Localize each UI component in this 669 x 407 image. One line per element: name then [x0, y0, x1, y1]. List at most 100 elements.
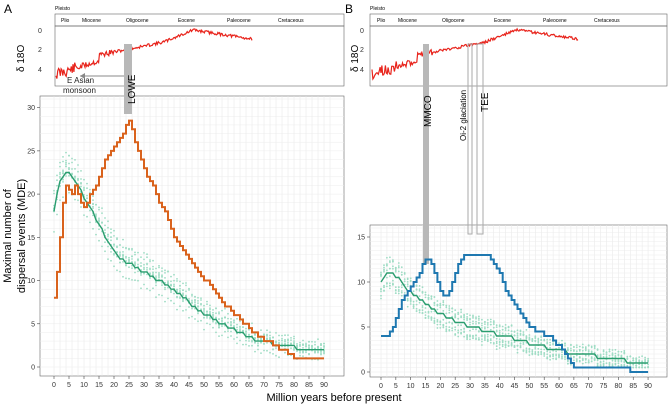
null-replicate-point [146, 262, 148, 265]
null-replicate-point [191, 301, 193, 303]
null-replicate-point [433, 322, 436, 324]
null-replicate-point [439, 327, 442, 329]
null-replicate-point [266, 335, 268, 337]
null-replicate-point [492, 336, 495, 339]
null-replicate-point [218, 335, 220, 337]
null-replicate-point [218, 324, 220, 327]
null-replicate-point [552, 357, 554, 360]
null-replicate-point [143, 263, 145, 266]
null-replicate-point [587, 349, 590, 351]
null-replicate-point [433, 310, 436, 313]
null-replicate-point [74, 177, 76, 179]
null-replicate-point [513, 341, 516, 344]
null-replicate-point [608, 354, 611, 357]
null-replicate-point [442, 300, 445, 302]
null-replicate-point [149, 289, 151, 292]
null-replicate-point [510, 343, 513, 345]
null-replicate-point [424, 314, 427, 316]
null-replicate-point [113, 245, 115, 247]
null-replicate-point [430, 319, 433, 321]
null-replicate-point [209, 307, 211, 310]
null-replicate-point [546, 357, 549, 360]
null-replicate-point [161, 284, 163, 286]
null-replicate-point [498, 324, 501, 327]
null-replicate-point [95, 233, 97, 236]
null-replicate-point [80, 185, 82, 188]
null-replicate-point [635, 357, 638, 360]
null-replicate-point [498, 325, 501, 328]
null-replicate-point [383, 289, 385, 292]
null-replicate-point [254, 333, 256, 336]
null-replicate-point [412, 303, 415, 306]
null-replicate-point [107, 233, 109, 236]
null-replicate-point [308, 344, 310, 347]
null-replicate-point [418, 309, 421, 312]
x-tick-label-a: 10 [80, 382, 88, 389]
null-replicate-point [469, 338, 471, 341]
null-replicate-point [110, 236, 112, 239]
null-replicate-point [320, 350, 322, 353]
axes-a: 0 5 10 15 20 25 30 35 40 45 50 55 60 65 70 75 80 85 90 0 5 10… [27, 105, 328, 389]
null-replicate-point [107, 235, 109, 238]
null-replicate-point [549, 341, 551, 344]
null-replicate-point [567, 347, 569, 349]
null-replicate-point [522, 334, 525, 337]
null-replicate-point [104, 224, 106, 227]
null-replicate-point [269, 351, 271, 354]
null-replicate-point [504, 327, 507, 330]
null-replicate-point [611, 352, 614, 355]
null-replicate-point [427, 317, 430, 319]
null-replicate-point [266, 338, 268, 340]
y-tick-label-b: 15 [357, 235, 365, 242]
null-replicate-point [460, 331, 462, 334]
null-replicate-point [161, 275, 163, 278]
null-replicate-point [65, 159, 67, 162]
null-replicate-point [185, 282, 187, 284]
null-replicate-point [323, 351, 325, 354]
null-replicate-point [200, 319, 202, 322]
null-replicate-point [495, 324, 498, 327]
null-replicate-point [507, 326, 510, 329]
null-replicate-point [119, 251, 121, 254]
null-replicate-point [457, 329, 460, 332]
null-replicate-point [573, 359, 575, 362]
null-replicate-point [481, 344, 483, 346]
null-replicate-point [236, 336, 238, 339]
null-replicate-point [472, 320, 474, 323]
d18o-tick-b-0: 0 [360, 28, 364, 35]
null-replicate-point [534, 335, 537, 338]
null-replicate-point [140, 265, 142, 267]
null-replicate-point [101, 222, 103, 224]
null-replicate-point [421, 309, 424, 312]
null-replicate-point [448, 309, 451, 312]
null-replicate-point [573, 350, 575, 352]
null-replicate-point [389, 267, 391, 270]
null-replicate-point [197, 305, 199, 308]
null-replicate-point [212, 320, 214, 323]
null-replicate-point [191, 299, 193, 302]
null-replicate-point [146, 273, 148, 276]
null-replicate-point [284, 334, 286, 337]
null-replicate-point [392, 259, 394, 261]
null-replicate-point [107, 226, 109, 229]
x-tick-label-b: 35 [481, 383, 489, 390]
null-replicate-point [284, 338, 286, 341]
null-replicate-point [590, 346, 593, 349]
null-replicate-point [104, 231, 106, 234]
null-replicate-point [308, 340, 310, 343]
null-replicate-point [56, 179, 58, 182]
null-replicate-point [537, 351, 540, 353]
null-replicate-point [71, 173, 73, 176]
null-replicate-point [266, 333, 268, 336]
null-replicate-point [293, 342, 295, 345]
null-replicate-point [218, 318, 220, 320]
null-replicate-point [457, 332, 460, 334]
x-tick-label-a: 15 [95, 382, 103, 389]
epoch-plio-a: Plio [61, 18, 70, 24]
null-replicate-point [489, 328, 492, 331]
null-replicate-point [176, 296, 178, 299]
null-replicate-point [457, 317, 460, 320]
null-replicate-point [173, 292, 175, 295]
null-replicate-point [608, 348, 611, 351]
null-replicate-point [167, 297, 169, 300]
